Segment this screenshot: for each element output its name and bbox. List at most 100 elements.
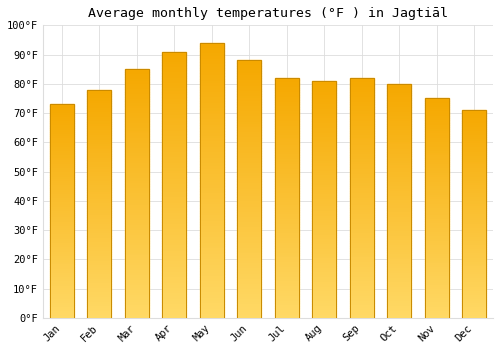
- Bar: [200, 90, 224, 92]
- Bar: [237, 65, 262, 68]
- Bar: [87, 186, 112, 188]
- Bar: [350, 203, 374, 205]
- Bar: [312, 135, 336, 138]
- Bar: [312, 271, 336, 273]
- Bar: [274, 219, 299, 222]
- Bar: [274, 287, 299, 289]
- Bar: [124, 281, 149, 283]
- Bar: [200, 238, 224, 241]
- Bar: [462, 314, 486, 316]
- Bar: [462, 282, 486, 285]
- Bar: [124, 273, 149, 275]
- Bar: [312, 296, 336, 299]
- Bar: [462, 241, 486, 243]
- Bar: [200, 156, 224, 158]
- Bar: [200, 122, 224, 125]
- Bar: [162, 257, 186, 259]
- Bar: [200, 202, 224, 205]
- Bar: [50, 198, 74, 201]
- Bar: [237, 89, 262, 91]
- Bar: [350, 164, 374, 167]
- Bar: [162, 286, 186, 289]
- Bar: [162, 118, 186, 121]
- Bar: [274, 196, 299, 198]
- Bar: [237, 289, 262, 292]
- Bar: [312, 249, 336, 252]
- Bar: [200, 167, 224, 169]
- Bar: [462, 268, 486, 270]
- Bar: [387, 215, 411, 217]
- Bar: [350, 116, 374, 119]
- Bar: [200, 216, 224, 219]
- Bar: [50, 168, 74, 170]
- Bar: [50, 215, 74, 217]
- Bar: [237, 171, 262, 174]
- Bar: [387, 299, 411, 301]
- Bar: [87, 124, 112, 126]
- Bar: [387, 196, 411, 198]
- Bar: [274, 251, 299, 253]
- Bar: [124, 283, 149, 286]
- Bar: [162, 177, 186, 180]
- Bar: [312, 306, 336, 308]
- Bar: [200, 145, 224, 147]
- Bar: [350, 183, 374, 186]
- Bar: [462, 270, 486, 272]
- Bar: [387, 142, 411, 145]
- Bar: [162, 180, 186, 182]
- Bar: [350, 128, 374, 131]
- Bar: [50, 314, 74, 316]
- Bar: [312, 202, 336, 204]
- Bar: [237, 210, 262, 212]
- Bar: [237, 248, 262, 251]
- Bar: [87, 172, 112, 174]
- Bar: [237, 230, 262, 233]
- Bar: [237, 176, 262, 179]
- Bar: [237, 194, 262, 197]
- Bar: [50, 258, 74, 260]
- Title: Average monthly temperatures (°F ) in Jagtiāl: Average monthly temperatures (°F ) in Ja…: [88, 7, 448, 20]
- Bar: [350, 311, 374, 313]
- Bar: [237, 163, 262, 166]
- Bar: [350, 147, 374, 150]
- Bar: [274, 114, 299, 116]
- Bar: [162, 267, 186, 270]
- Bar: [124, 214, 149, 216]
- Bar: [50, 124, 74, 126]
- Bar: [274, 99, 299, 102]
- Bar: [50, 217, 74, 219]
- Bar: [50, 166, 74, 168]
- Bar: [50, 190, 74, 192]
- Bar: [350, 275, 374, 277]
- Bar: [200, 125, 224, 128]
- Bar: [237, 205, 262, 207]
- Bar: [387, 255, 411, 257]
- Bar: [50, 203, 74, 205]
- Bar: [237, 300, 262, 302]
- Bar: [424, 202, 449, 204]
- Bar: [124, 109, 149, 111]
- Bar: [87, 126, 112, 128]
- Bar: [387, 231, 411, 233]
- Bar: [424, 241, 449, 243]
- Bar: [87, 149, 112, 151]
- Bar: [124, 278, 149, 281]
- Bar: [87, 220, 112, 222]
- Bar: [50, 170, 74, 173]
- Bar: [312, 88, 336, 90]
- Bar: [424, 283, 449, 285]
- Bar: [424, 243, 449, 245]
- Bar: [350, 308, 374, 311]
- Bar: [462, 316, 486, 318]
- Bar: [200, 65, 224, 68]
- Bar: [87, 259, 112, 261]
- Bar: [387, 266, 411, 269]
- Bar: [50, 149, 74, 151]
- Bar: [274, 227, 299, 229]
- Bar: [124, 236, 149, 238]
- Bar: [50, 305, 74, 307]
- Bar: [274, 303, 299, 306]
- Bar: [237, 308, 262, 310]
- Bar: [237, 264, 262, 266]
- Bar: [387, 152, 411, 154]
